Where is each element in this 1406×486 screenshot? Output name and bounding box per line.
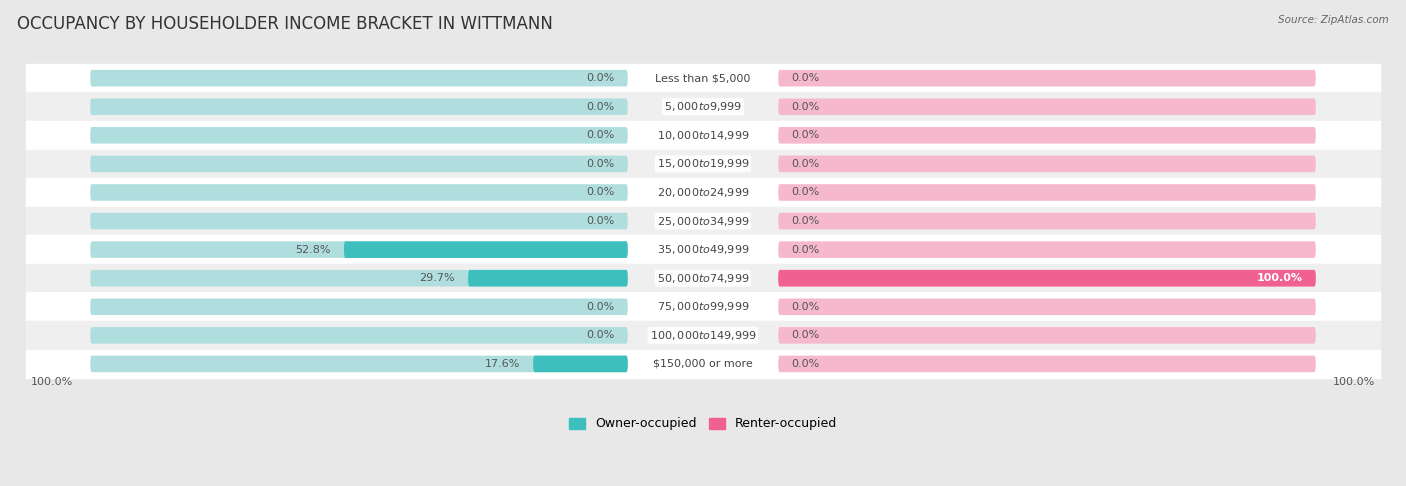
FancyBboxPatch shape: [779, 298, 1316, 315]
Text: 0.0%: 0.0%: [792, 244, 820, 255]
FancyBboxPatch shape: [779, 127, 1316, 143]
FancyBboxPatch shape: [90, 270, 627, 286]
Text: $20,000 to $24,999: $20,000 to $24,999: [657, 186, 749, 199]
Text: 0.0%: 0.0%: [792, 159, 820, 169]
FancyBboxPatch shape: [779, 70, 1316, 87]
Bar: [25, 321, 1381, 349]
Text: 0.0%: 0.0%: [792, 330, 820, 340]
Text: Less than $5,000: Less than $5,000: [655, 73, 751, 83]
FancyBboxPatch shape: [779, 184, 1316, 201]
FancyBboxPatch shape: [90, 99, 627, 115]
Text: Source: ZipAtlas.com: Source: ZipAtlas.com: [1278, 15, 1389, 25]
Bar: [25, 121, 1381, 150]
Text: 29.7%: 29.7%: [419, 273, 454, 283]
FancyBboxPatch shape: [90, 242, 627, 258]
FancyBboxPatch shape: [779, 156, 1316, 172]
Text: 0.0%: 0.0%: [792, 130, 820, 140]
FancyBboxPatch shape: [90, 127, 627, 143]
Text: $35,000 to $49,999: $35,000 to $49,999: [657, 243, 749, 256]
Text: 0.0%: 0.0%: [586, 302, 614, 312]
Bar: [25, 150, 1381, 178]
FancyBboxPatch shape: [344, 242, 627, 258]
FancyBboxPatch shape: [90, 356, 627, 372]
Bar: [25, 349, 1381, 378]
Text: 17.6%: 17.6%: [484, 359, 520, 369]
Legend: Owner-occupied, Renter-occupied: Owner-occupied, Renter-occupied: [564, 413, 842, 435]
Text: $100,000 to $149,999: $100,000 to $149,999: [650, 329, 756, 342]
FancyBboxPatch shape: [779, 213, 1316, 229]
FancyBboxPatch shape: [779, 270, 1316, 286]
Text: 0.0%: 0.0%: [792, 102, 820, 112]
FancyBboxPatch shape: [90, 70, 627, 87]
FancyBboxPatch shape: [779, 327, 1316, 344]
FancyBboxPatch shape: [779, 242, 1316, 258]
FancyBboxPatch shape: [779, 356, 1316, 372]
FancyBboxPatch shape: [90, 156, 627, 172]
FancyBboxPatch shape: [533, 356, 627, 372]
Text: 0.0%: 0.0%: [792, 188, 820, 197]
Text: 0.0%: 0.0%: [586, 216, 614, 226]
Text: 0.0%: 0.0%: [792, 73, 820, 83]
Text: 0.0%: 0.0%: [792, 302, 820, 312]
Text: 0.0%: 0.0%: [586, 159, 614, 169]
Bar: [25, 293, 1381, 321]
Text: 0.0%: 0.0%: [792, 216, 820, 226]
Text: $150,000 or more: $150,000 or more: [654, 359, 752, 369]
FancyBboxPatch shape: [779, 99, 1316, 115]
Text: $5,000 to $9,999: $5,000 to $9,999: [664, 100, 742, 113]
Text: $15,000 to $19,999: $15,000 to $19,999: [657, 157, 749, 171]
Text: $50,000 to $74,999: $50,000 to $74,999: [657, 272, 749, 285]
Bar: [25, 264, 1381, 293]
FancyBboxPatch shape: [468, 270, 627, 286]
Text: $75,000 to $99,999: $75,000 to $99,999: [657, 300, 749, 313]
Text: 0.0%: 0.0%: [586, 102, 614, 112]
Bar: [25, 207, 1381, 235]
Text: 0.0%: 0.0%: [586, 188, 614, 197]
FancyBboxPatch shape: [90, 184, 627, 201]
FancyBboxPatch shape: [90, 327, 627, 344]
Text: 0.0%: 0.0%: [586, 330, 614, 340]
Text: 52.8%: 52.8%: [295, 244, 330, 255]
FancyBboxPatch shape: [90, 298, 627, 315]
FancyBboxPatch shape: [90, 213, 627, 229]
Text: 100.0%: 100.0%: [31, 377, 73, 387]
FancyBboxPatch shape: [779, 270, 1316, 286]
Text: 100.0%: 100.0%: [1257, 273, 1302, 283]
Text: $10,000 to $14,999: $10,000 to $14,999: [657, 129, 749, 142]
Bar: [25, 92, 1381, 121]
Bar: [25, 235, 1381, 264]
Text: 0.0%: 0.0%: [586, 130, 614, 140]
Text: 100.0%: 100.0%: [1333, 377, 1375, 387]
Bar: [25, 64, 1381, 92]
Text: 0.0%: 0.0%: [586, 73, 614, 83]
Bar: [25, 178, 1381, 207]
Text: $25,000 to $34,999: $25,000 to $34,999: [657, 214, 749, 227]
Text: OCCUPANCY BY HOUSEHOLDER INCOME BRACKET IN WITTMANN: OCCUPANCY BY HOUSEHOLDER INCOME BRACKET …: [17, 15, 553, 33]
Text: 0.0%: 0.0%: [792, 359, 820, 369]
